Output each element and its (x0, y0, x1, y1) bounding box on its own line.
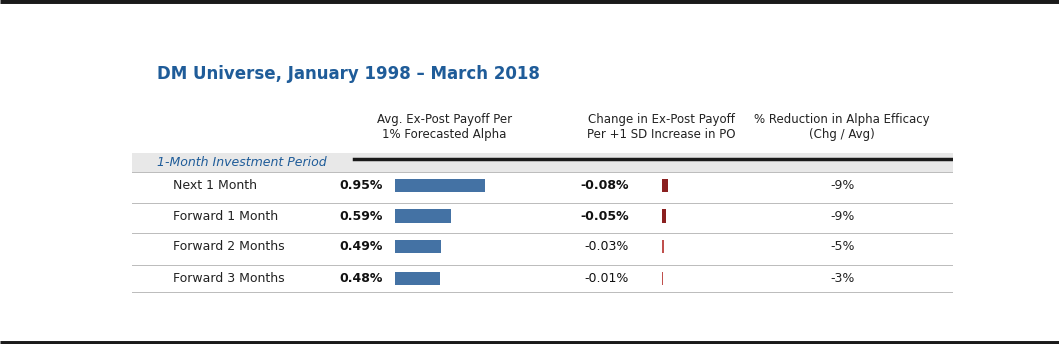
Bar (662, 240, 664, 253)
Text: Forward 1 Month: Forward 1 Month (174, 209, 279, 223)
Text: Forward 3 Months: Forward 3 Months (174, 272, 285, 285)
Text: Avg. Ex-Post Payoff Per
1% Forecasted Alpha: Avg. Ex-Post Payoff Per 1% Forecasted Al… (377, 113, 511, 141)
Text: Next 1 Month: Next 1 Month (174, 179, 257, 192)
Text: -3%: -3% (830, 272, 855, 285)
Text: -9%: -9% (830, 209, 855, 223)
Bar (132, 152, 953, 172)
Text: 1-Month Investment Period: 1-Month Investment Period (157, 156, 326, 169)
Text: 0.95%: 0.95% (339, 179, 382, 192)
Text: 0.49%: 0.49% (339, 240, 382, 253)
Bar (662, 209, 666, 223)
Text: -0.01%: -0.01% (585, 272, 629, 285)
Bar (395, 179, 485, 192)
Text: -0.08%: -0.08% (580, 179, 629, 192)
Bar (662, 179, 668, 192)
Text: % Reduction in Alpha Efficacy
(Chg / Avg): % Reduction in Alpha Efficacy (Chg / Avg… (754, 113, 930, 141)
Text: -0.05%: -0.05% (580, 209, 629, 223)
Bar (395, 240, 442, 253)
Text: -0.03%: -0.03% (585, 240, 629, 253)
Text: 0.48%: 0.48% (339, 272, 382, 285)
Text: -5%: -5% (830, 240, 855, 253)
Bar (395, 209, 451, 223)
Bar (395, 272, 441, 285)
Text: DM Universe, January 1998 – March 2018: DM Universe, January 1998 – March 2018 (157, 65, 540, 83)
Text: Change in Ex-Post Payoff
Per +1 SD Increase in PO: Change in Ex-Post Payoff Per +1 SD Incre… (588, 113, 736, 141)
Text: Forward 2 Months: Forward 2 Months (174, 240, 285, 253)
Text: -9%: -9% (830, 179, 855, 192)
Text: 0.59%: 0.59% (339, 209, 382, 223)
